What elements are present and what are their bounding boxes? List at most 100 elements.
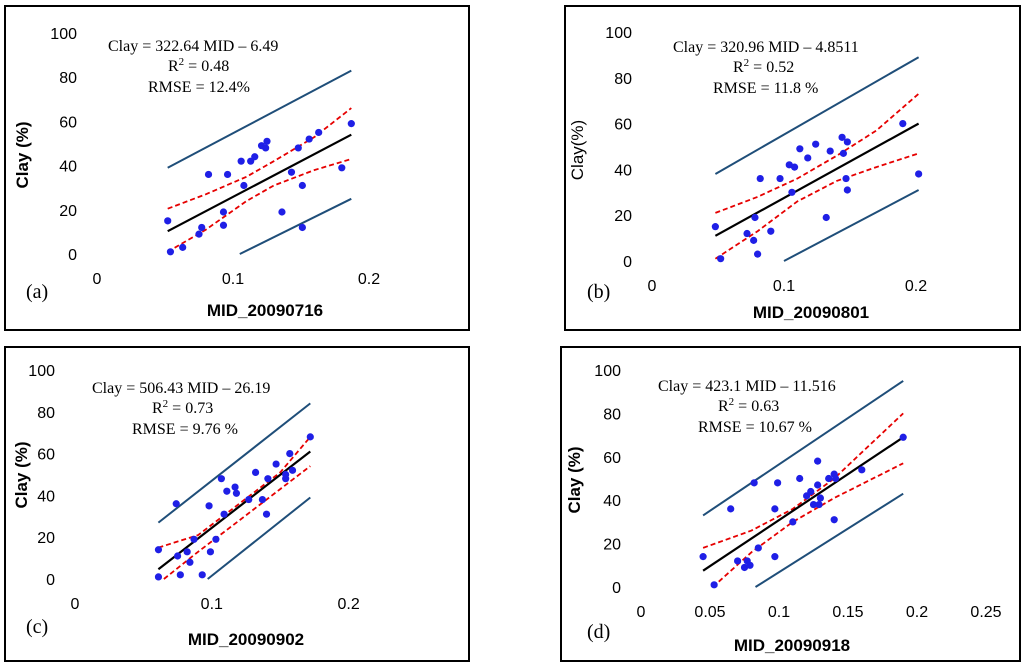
r-squared-label: R2 = 0.73: [152, 398, 213, 417]
confidence-lower-line: [163, 465, 311, 580]
prediction-upper-line: [702, 380, 904, 517]
data-point: [774, 479, 782, 487]
y-tick-label: 20: [59, 203, 77, 220]
prediction-upper-line: [714, 56, 920, 175]
x-tick-label: 0.2: [337, 596, 359, 613]
panel-label: (a): [26, 281, 48, 303]
data-point: [206, 548, 215, 556]
x-tick-label: 0: [637, 604, 646, 621]
data-point: [899, 433, 907, 441]
data-point: [195, 230, 203, 238]
data-point: [830, 516, 838, 524]
data-point: [743, 229, 751, 238]
y-tick-label: 100: [28, 363, 55, 380]
data-point: [219, 208, 228, 216]
data-point: [205, 502, 213, 510]
data-point: [183, 548, 191, 556]
data-point: [262, 144, 270, 152]
prediction-lower-line: [207, 496, 311, 580]
y-axis-label: Clay (%): [12, 441, 31, 508]
x-tick-label: 0.1: [222, 271, 244, 288]
y-tick-label: 80: [59, 70, 77, 87]
data-point: [154, 546, 163, 554]
regression-line: [702, 436, 904, 572]
prediction-lower-line: [754, 492, 904, 588]
data-point: [288, 466, 297, 474]
y-tick-label: 80: [603, 406, 621, 423]
regression-line: [167, 133, 352, 233]
data-point: [771, 553, 779, 561]
rmse-label: RMSE = 12.4%: [148, 79, 250, 96]
y-tick-label: 60: [59, 114, 77, 131]
data-point: [717, 255, 725, 263]
x-axis-label: MID_20090918: [734, 636, 850, 655]
confidence-upper-line: [702, 412, 904, 549]
rmse-label: RMSE = 9.76 %: [132, 421, 238, 438]
data-point: [699, 553, 707, 561]
y-tick-label: 100: [594, 363, 621, 380]
data-point: [809, 500, 818, 509]
confidence-lower-line: [167, 158, 352, 253]
data-point: [286, 450, 294, 458]
data-point: [754, 544, 762, 552]
data-point: [186, 558, 194, 566]
data-point: [754, 250, 762, 258]
data-point: [306, 433, 314, 441]
data-point: [240, 181, 248, 190]
data-point: [815, 500, 823, 509]
data-point: [278, 208, 286, 216]
x-axis-label: MID_20090801: [753, 303, 869, 322]
data-point: [710, 581, 718, 589]
y-tick-label: 60: [614, 117, 632, 134]
data-point: [174, 552, 182, 560]
y-axis-label: Clay(%): [568, 120, 587, 180]
data-point: [237, 157, 245, 165]
prediction-lower-line: [783, 189, 920, 262]
data-point: [789, 518, 797, 526]
data-point: [198, 571, 206, 579]
data-point: [176, 571, 184, 579]
data-point: [796, 145, 804, 153]
data-point: [251, 153, 259, 161]
data-point: [179, 243, 187, 251]
equation-label: Clay = 423.1 MID – 11.516: [658, 378, 836, 395]
y-tick-label: 40: [59, 159, 77, 176]
prediction-upper-line: [167, 69, 352, 169]
data-point: [232, 489, 241, 497]
data-point: [263, 137, 271, 145]
data-point: [220, 510, 228, 518]
data-point: [347, 120, 355, 128]
data-point: [842, 174, 850, 183]
data-point: [746, 561, 754, 569]
data-point: [740, 563, 749, 572]
data-point: [812, 140, 820, 148]
y-tick-label: 20: [614, 208, 632, 225]
x-tick-label: 0: [71, 596, 80, 613]
data-point: [771, 505, 779, 513]
x-tick-label: 0.1: [768, 604, 790, 621]
data-point: [858, 466, 866, 474]
x-tick-label: 0.05: [694, 604, 725, 621]
data-point: [839, 149, 848, 157]
data-point: [258, 495, 267, 504]
data-point: [727, 505, 735, 513]
y-tick-label: 0: [68, 247, 77, 264]
x-tick-label: 0.2: [906, 604, 928, 621]
confidence-lower-line: [714, 152, 919, 260]
data-point: [756, 174, 764, 183]
y-tick-label: 100: [50, 26, 77, 43]
data-point: [814, 457, 822, 465]
data-point: [751, 213, 759, 222]
data-point: [807, 487, 815, 496]
data-point: [154, 573, 163, 581]
data-point: [166, 248, 175, 256]
equation-label: Clay = 506.43 MID – 26.19: [92, 380, 270, 397]
regression-line: [157, 450, 311, 571]
data-point: [734, 557, 742, 565]
data-point: [298, 181, 306, 190]
r-squared-label: R2 = 0.63: [718, 396, 779, 415]
data-point: [264, 475, 272, 483]
data-point: [915, 170, 923, 178]
data-point: [223, 487, 231, 495]
